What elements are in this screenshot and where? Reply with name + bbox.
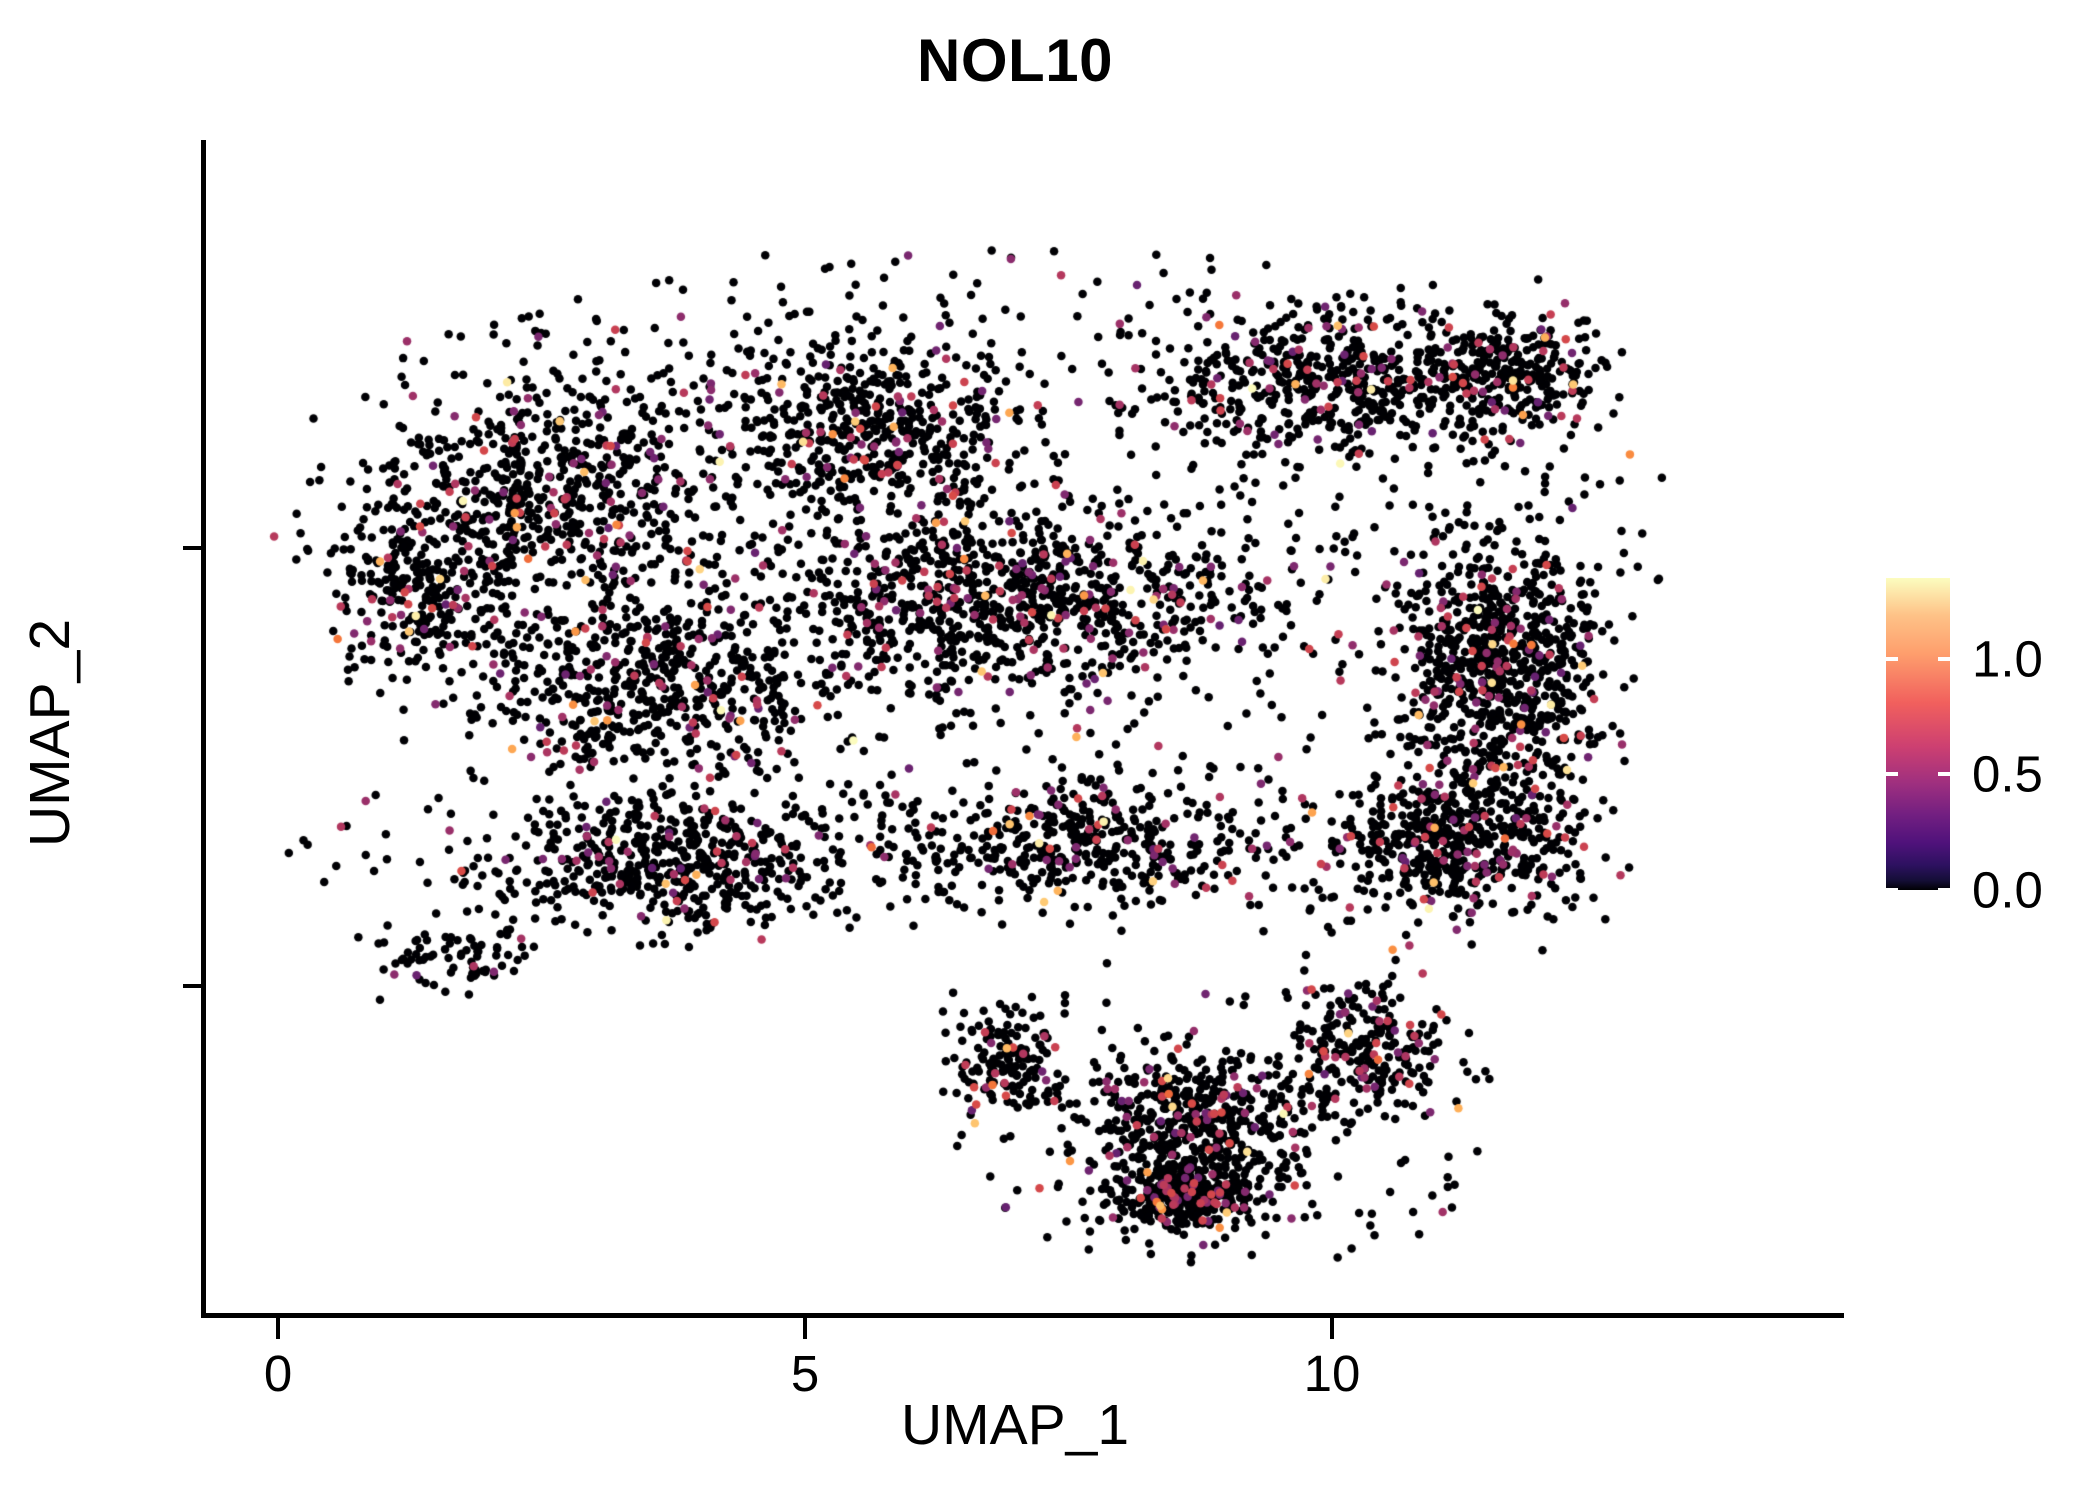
colorbar-tick-mark <box>1886 772 1898 777</box>
y-axis-line <box>201 140 206 1318</box>
x-axis-tick-label: 0 <box>263 1345 293 1402</box>
colorbar-tick-mark <box>1886 888 1898 892</box>
colorbar-tick-label: 0.0 <box>1972 861 2043 919</box>
x-axis-tick-label: 10 <box>1303 1345 1361 1402</box>
y-axis-tick <box>183 546 203 550</box>
x-axis-tick <box>803 1318 807 1339</box>
colorbar-tick-mark <box>1938 888 1950 892</box>
colorbar-tick-mark <box>1886 656 1898 661</box>
y-axis-title: UMAP_2 <box>18 618 82 848</box>
y-axis-tick <box>183 984 203 988</box>
x-axis-tick-label: 5 <box>790 1345 820 1402</box>
x-axis-title: UMAP_1 <box>900 1393 1130 1457</box>
colorbar-tick-label: 1.0 <box>1972 630 2043 688</box>
x-axis-tick <box>276 1318 280 1339</box>
x-axis-line <box>201 1313 1844 1318</box>
scatter-points-layer <box>205 142 1845 1315</box>
x-axis-tick <box>1330 1318 1334 1339</box>
colorbar-gradient <box>1886 578 1950 890</box>
colorbar-tick-label: 0.5 <box>1972 745 2043 803</box>
page-title: NOL10 <box>917 27 1113 94</box>
colorbar-tick-mark <box>1938 656 1950 661</box>
colorbar-legend <box>1886 578 1950 890</box>
scatter-plot-panel <box>205 142 1845 1315</box>
colorbar-tick-mark <box>1938 772 1950 777</box>
